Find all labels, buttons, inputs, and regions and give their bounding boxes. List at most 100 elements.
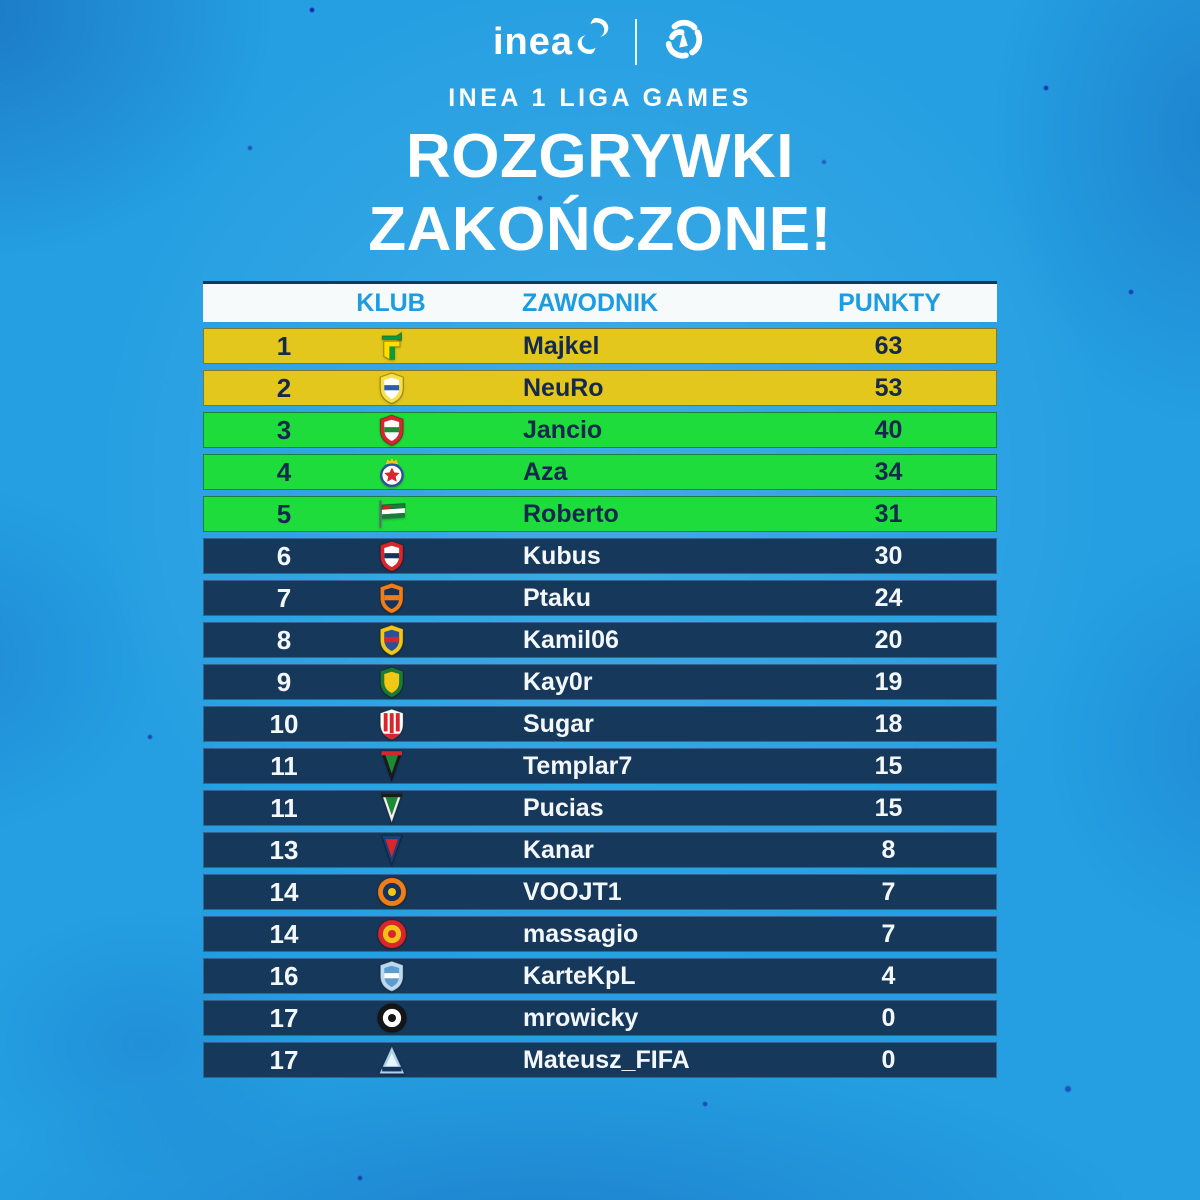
- club-crest-icon: [364, 456, 420, 488]
- brand-logos: inea: [0, 12, 1200, 72]
- table-row: 7 Ptaku 24: [203, 580, 997, 616]
- player-name: Kamil06: [523, 625, 619, 654]
- rank-cell: 2: [276, 372, 292, 403]
- club-crest-icon: [364, 540, 420, 572]
- club-crest-icon: [364, 414, 420, 446]
- points-value: 15: [874, 793, 903, 822]
- club-crest-icon: [364, 498, 420, 530]
- club-crest-icon: [364, 1002, 420, 1034]
- points-value: 0: [881, 1045, 896, 1074]
- points-value: 7: [881, 919, 896, 948]
- club-crest-icon: [364, 918, 420, 950]
- table-row: 3 Jancio 40: [203, 412, 997, 448]
- player-name: Pucias: [523, 793, 604, 822]
- rank-cell: 5: [276, 498, 292, 529]
- points-value: 20: [874, 625, 903, 654]
- rank-cell: 11: [270, 750, 298, 781]
- rank-cell: 9: [276, 666, 292, 697]
- club-crest-icon: [364, 750, 420, 782]
- points-value: 34: [874, 457, 903, 486]
- table-row: 13 Kanar 8: [203, 832, 997, 868]
- points-value: 53: [874, 373, 903, 402]
- points-value: 40: [874, 415, 903, 444]
- inea-logo: inea: [493, 16, 611, 68]
- table-row: 11 Pucias 15: [203, 790, 997, 826]
- player-name: Kay0r: [523, 667, 593, 696]
- table-row: 2 NeuRo 53: [203, 370, 997, 406]
- rank-cell: 4: [276, 456, 292, 487]
- player-name: Jancio: [523, 415, 603, 444]
- points-value: 63: [874, 331, 903, 360]
- table-body: 1 Majkel 63 2 NeuRo 53 3 Jancio 40 4 Aza…: [203, 328, 997, 1078]
- club-crest-icon: [364, 834, 420, 866]
- rank-cell: 8: [276, 624, 292, 655]
- points-value: 8: [881, 835, 896, 864]
- liga-logo-icon: [661, 17, 707, 68]
- title-line-1: ROZGRYWKI: [406, 122, 794, 191]
- table-header: KLUB ZAWODNIK PUNKTY: [203, 281, 997, 322]
- table-row: 5 Roberto 31: [203, 496, 997, 532]
- club-crest-icon: [364, 582, 420, 614]
- player-name: Sugar: [523, 709, 594, 738]
- club-crest-icon: [364, 708, 420, 740]
- points-value: 15: [874, 751, 903, 780]
- club-crest-icon: [364, 666, 420, 698]
- player-name: mrowicky: [523, 1003, 639, 1032]
- table-row: 10 Sugar 18: [203, 706, 997, 742]
- player-name: NeuRo: [523, 373, 604, 402]
- points-value: 0: [881, 1003, 896, 1032]
- table-row: 9 Kay0r 19: [203, 664, 997, 700]
- table-row: 17 mrowicky 0: [203, 1000, 997, 1036]
- club-crest-icon: [364, 330, 420, 362]
- column-header-punkty: PUNKTY: [838, 288, 941, 317]
- player-name: Roberto: [523, 499, 619, 528]
- rank-cell: 1: [276, 330, 292, 361]
- points-value: 4: [881, 961, 896, 990]
- rank-cell: 14: [269, 876, 299, 907]
- table-row: 11 Templar7 15: [203, 748, 997, 784]
- inea-wordmark: inea: [492, 21, 574, 63]
- club-crest-icon: [364, 372, 420, 404]
- player-name: Ptaku: [523, 583, 592, 612]
- table-row: 4 Aza 34: [203, 454, 997, 490]
- rank-cell: 7: [276, 582, 292, 613]
- rank-cell: 13: [269, 834, 299, 865]
- title-line-2: ZAKOŃCZONE!: [368, 194, 832, 264]
- standings-table: KLUB ZAWODNIK PUNKTY 1 Majkel 63 2 NeuRo…: [203, 281, 997, 1078]
- player-name: Kanar: [523, 835, 594, 864]
- table-row: 16 KarteKpL 4: [203, 958, 997, 994]
- points-value: 24: [874, 583, 903, 612]
- table-row: 8 Kamil06 20: [203, 622, 997, 658]
- player-name: massagio: [523, 919, 639, 948]
- club-crest-icon: [364, 1044, 420, 1076]
- table-row: 1 Majkel 63: [203, 328, 997, 364]
- inea-swirl-icon: [575, 16, 611, 61]
- player-name: KarteKpL: [523, 961, 636, 990]
- points-value: 31: [874, 499, 903, 528]
- rank-cell: 14: [269, 918, 299, 949]
- rank-cell: 17: [269, 1002, 299, 1033]
- points-value: 19: [874, 667, 903, 696]
- club-crest-icon: [364, 876, 420, 908]
- club-crest-icon: [364, 792, 420, 824]
- points-value: 18: [874, 709, 903, 738]
- rank-cell: 16: [269, 960, 299, 991]
- table-row: 17 Mateusz_FIFA 0: [203, 1042, 997, 1078]
- points-value: 7: [881, 877, 896, 906]
- table-row: 14 VOOJT1 7: [203, 874, 997, 910]
- rank-cell: 17: [269, 1044, 299, 1075]
- rank-cell: 6: [276, 540, 292, 571]
- player-name: Mateusz_FIFA: [523, 1045, 690, 1074]
- subtitle: INEA 1 LIGA GAMES: [448, 84, 752, 112]
- points-value: 30: [874, 541, 903, 570]
- table-row: 6 Kubus 30: [203, 538, 997, 574]
- rank-cell: 10: [269, 708, 299, 739]
- player-name: VOOJT1: [523, 877, 622, 906]
- player-name: Kubus: [523, 541, 601, 570]
- page-title: ROZGRYWKI ZAKOŃCZONE!: [0, 121, 1200, 266]
- column-header-zawodnik: ZAWODNIK: [522, 288, 659, 317]
- player-name: Templar7: [523, 751, 633, 780]
- club-crest-icon: [364, 624, 420, 656]
- player-name: Majkel: [523, 331, 600, 360]
